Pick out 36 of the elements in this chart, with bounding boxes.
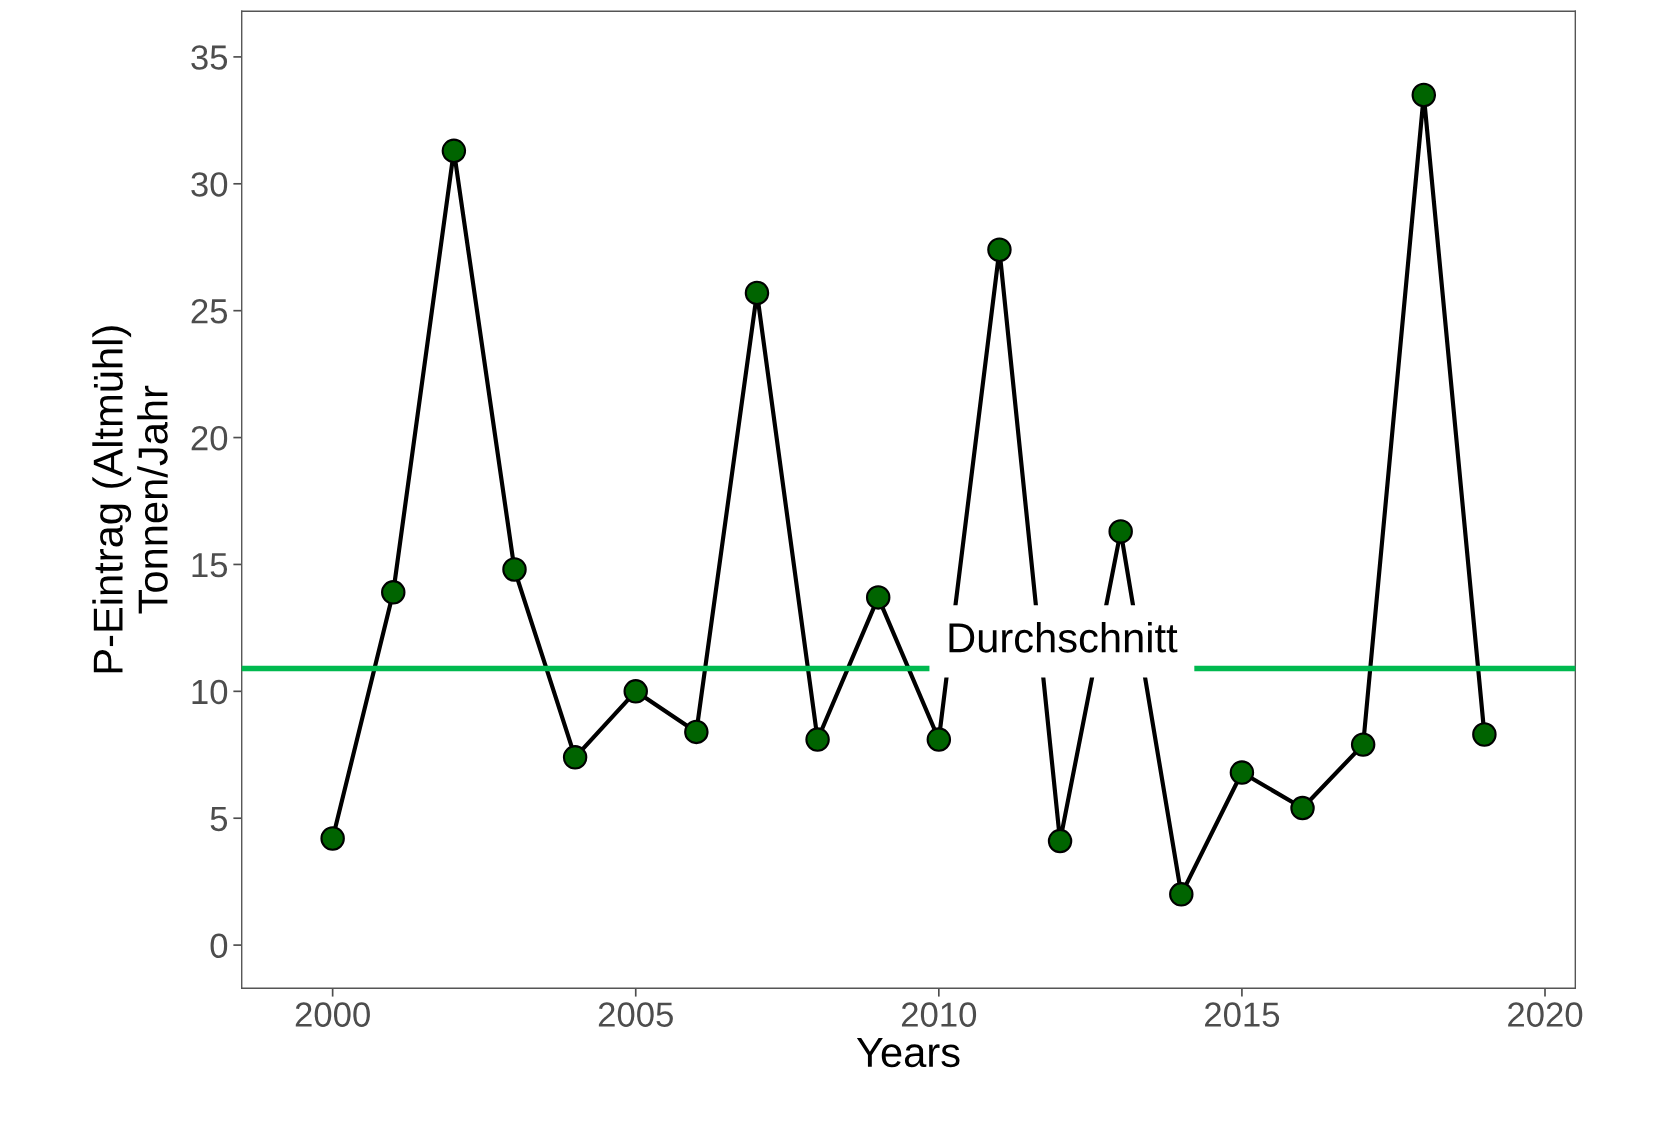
y-tick-label: 15 [192, 553, 228, 578]
y-tick-label: 20 [191, 425, 228, 451]
ref-line-label: Durchschnitt [949, 622, 1178, 653]
point [744, 280, 770, 306]
x-tick-label: 2015 [1205, 1002, 1280, 1027]
point [562, 745, 588, 770]
point [502, 557, 527, 582]
y-tick-label: 0 [210, 933, 228, 959]
point [1472, 722, 1497, 747]
point [623, 679, 648, 704]
y-tick-label: 25 [191, 299, 228, 324]
point [1108, 519, 1133, 544]
point [1411, 82, 1436, 108]
y-tick-label: 30 [191, 172, 228, 197]
point [1229, 760, 1255, 785]
point [1047, 828, 1073, 854]
x-tick-label: 2005 [598, 1002, 673, 1027]
y-tick-label: 10 [192, 679, 228, 705]
point [987, 237, 1012, 263]
x-axis-title: Years [856, 1038, 960, 1068]
point [684, 719, 709, 745]
y-axis-title: P-Eintrag (Altmühl) Tonnen/Jahr [92, 326, 168, 673]
point [1290, 795, 1315, 821]
point [805, 727, 830, 752]
point [1169, 882, 1194, 907]
x-tick-label: 2020 [1508, 1002, 1583, 1027]
x-tick-label: 2000 [295, 1002, 370, 1027]
point [441, 138, 467, 164]
x-tick-label: 2010 [901, 1002, 977, 1027]
point [381, 580, 406, 605]
point [1350, 732, 1376, 757]
point [865, 585, 891, 610]
y-tick-label: 5 [210, 806, 228, 832]
point [926, 727, 952, 752]
y-tick-label: 35 [191, 45, 228, 70]
point [320, 826, 345, 851]
